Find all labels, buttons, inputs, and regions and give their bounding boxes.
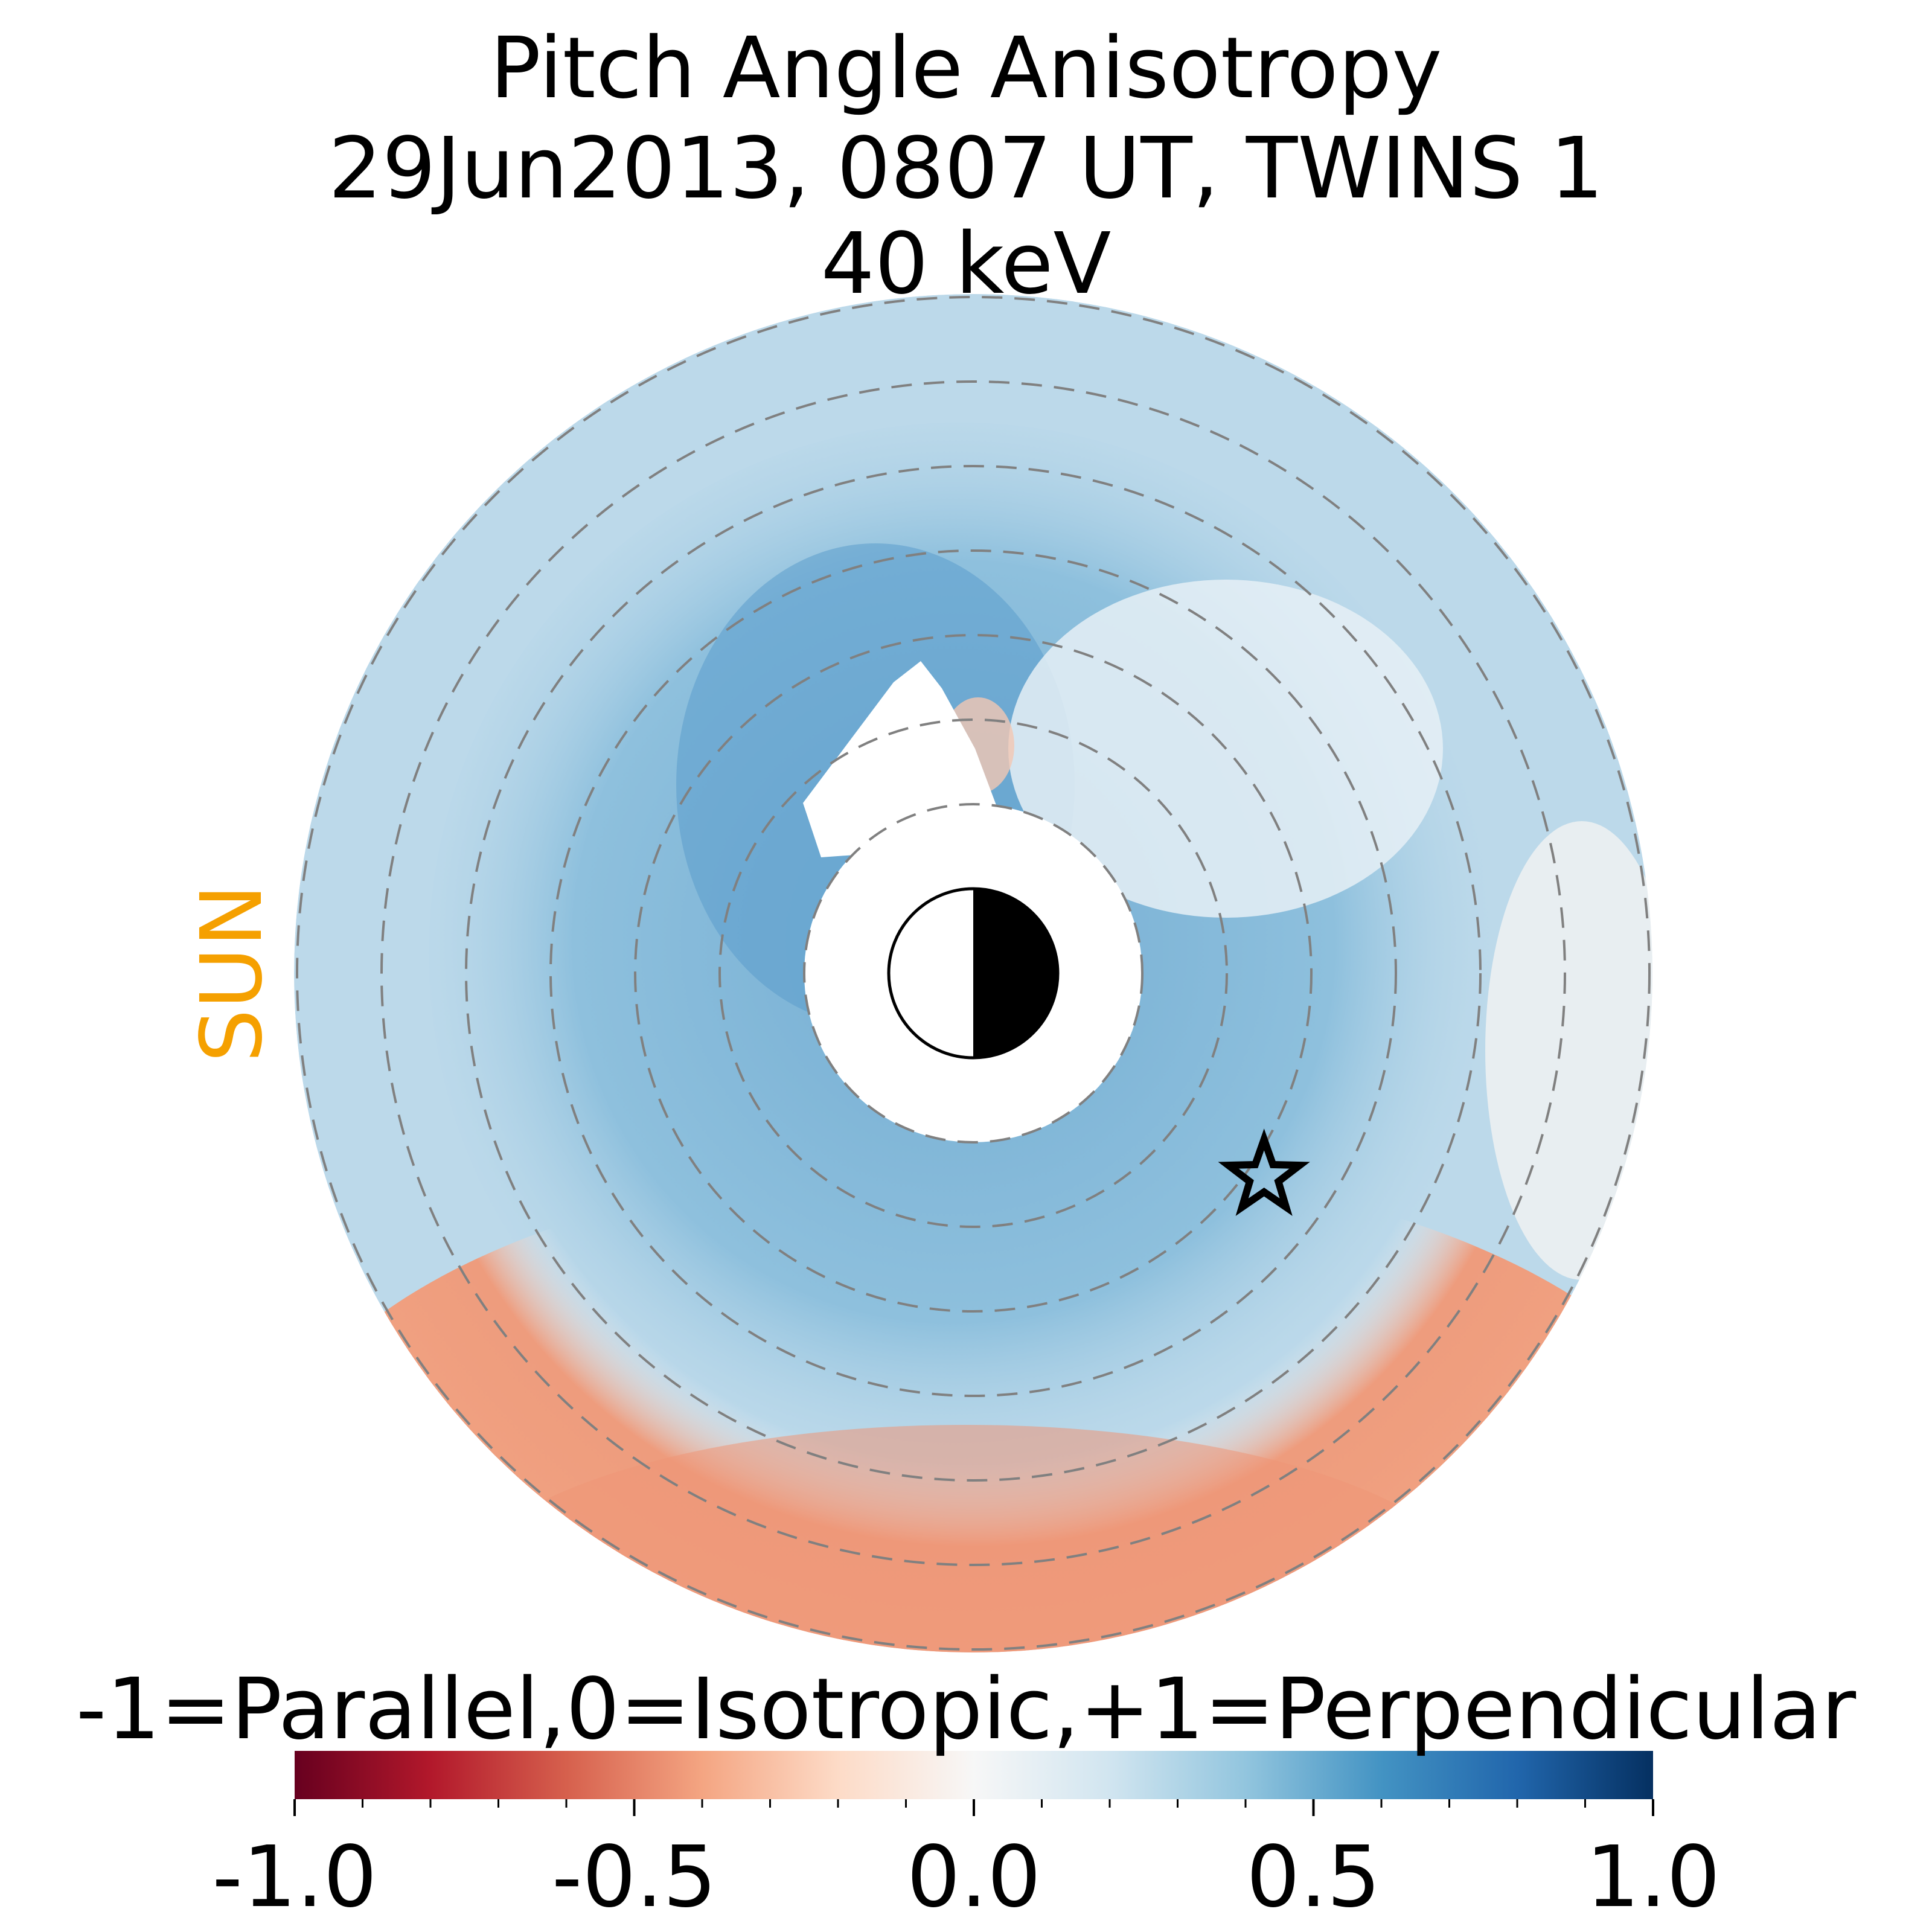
energy-label: 40 keV [820,215,1112,313]
grid-ring [296,296,1651,1651]
chart-title: Pitch Angle Anisotropy [490,19,1442,118]
colorbar-tick-label: -0.5 [551,1828,717,1927]
colorbar-tick-label: 1.0 [1585,1828,1721,1927]
polar-grid [296,296,1651,1651]
grid-ring [380,380,1566,1566]
earth-icon [887,887,1060,1060]
colorbar-label: -1=Parallel,0=Isotropic,+1=Perpendicular [75,1660,1857,1759]
mask-notch [803,661,1002,857]
heatmap-red-core [447,1425,1485,1652]
grid-ring [803,803,1144,1144]
colorbar-ticks [293,1799,1654,1816]
colorbar [295,1751,1653,1799]
grid-ring [634,634,1313,1313]
grid-ring [549,549,1397,1397]
colorbar-tick-label: 0.5 [1246,1828,1381,1927]
grid-ring [465,465,1482,1482]
spacecraft-star-icon [1218,1128,1310,1217]
sun-label: SUN [183,883,281,1063]
colorbar-tick-label: -1.0 [212,1828,377,1927]
colorbar-tick-label: 0.0 [906,1828,1041,1927]
chart-subtitle: 29Jun2013, 0807 UT, TWINS 1 [328,120,1604,218]
grid-ring [718,718,1228,1228]
